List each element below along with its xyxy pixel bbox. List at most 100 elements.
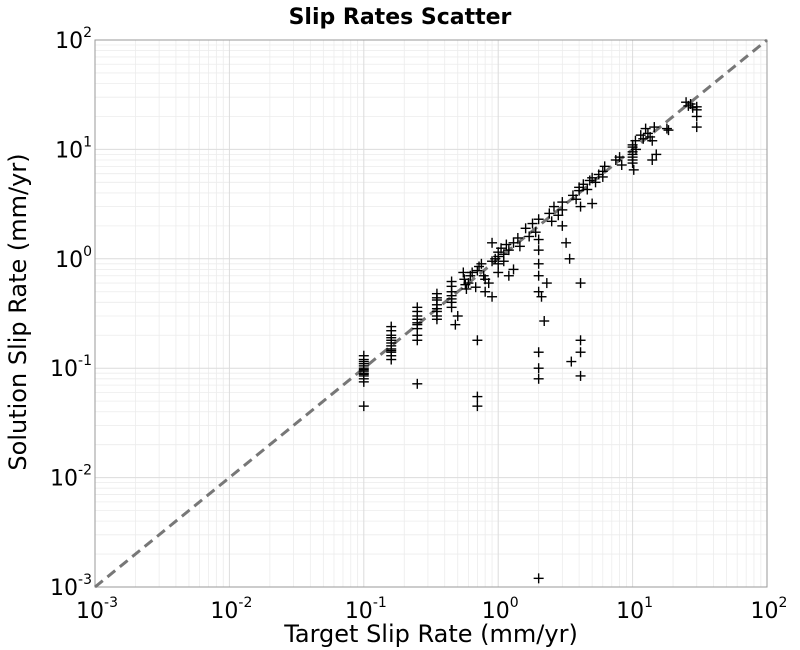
data-point bbox=[597, 171, 608, 182]
data-point bbox=[533, 258, 544, 269]
data-point bbox=[530, 227, 541, 238]
x-tick-label: 10-2 bbox=[210, 595, 252, 624]
x-tick-label: 100 bbox=[482, 595, 519, 624]
data-point bbox=[627, 158, 638, 169]
data-point bbox=[616, 160, 627, 171]
data-point bbox=[493, 258, 504, 269]
y-tick-label: 10-1 bbox=[50, 353, 92, 382]
data-point bbox=[512, 232, 523, 243]
data-point bbox=[614, 152, 625, 163]
data-point bbox=[431, 314, 442, 325]
data-point bbox=[647, 155, 658, 166]
y-tick-label: 10-3 bbox=[50, 572, 92, 601]
data-point bbox=[546, 216, 557, 227]
y-tick-label: 100 bbox=[55, 244, 92, 273]
data-point bbox=[412, 378, 423, 389]
data-point bbox=[651, 149, 662, 160]
data-point bbox=[358, 376, 369, 387]
data-point bbox=[476, 258, 487, 269]
data-point bbox=[533, 286, 544, 297]
data-point bbox=[566, 356, 577, 367]
x-axis-label: Target Slip Rate (mm/yr) bbox=[283, 620, 578, 648]
data-point bbox=[553, 210, 564, 221]
data-point bbox=[638, 133, 649, 144]
data-point bbox=[461, 283, 472, 294]
data-point bbox=[533, 373, 544, 384]
reference-line bbox=[94, 38, 768, 589]
data-point bbox=[590, 177, 601, 188]
data-point bbox=[578, 179, 589, 190]
x-tick-label: 102 bbox=[751, 595, 788, 624]
data-point bbox=[561, 237, 572, 248]
data-point bbox=[533, 270, 544, 281]
data-point bbox=[575, 335, 586, 346]
y-tick-label: 10-2 bbox=[50, 463, 92, 492]
data-point bbox=[514, 241, 525, 252]
data-point bbox=[582, 184, 593, 195]
data-point bbox=[599, 161, 610, 172]
data-points bbox=[358, 97, 702, 584]
data-point bbox=[470, 282, 481, 293]
data-point bbox=[628, 164, 639, 175]
data-point bbox=[493, 267, 504, 278]
data-point bbox=[446, 302, 457, 313]
y-tick-label: 102 bbox=[55, 25, 92, 54]
data-point bbox=[467, 267, 478, 278]
data-point bbox=[412, 335, 423, 346]
data-point bbox=[472, 391, 483, 402]
data-point bbox=[661, 123, 672, 134]
data-point bbox=[557, 220, 568, 231]
data-point bbox=[631, 144, 642, 155]
data-point bbox=[487, 237, 498, 248]
y-tick-labels: 10-3 10-2 10-1 100 101 102 bbox=[50, 25, 92, 601]
plot-frame bbox=[94, 39, 768, 588]
data-point bbox=[587, 198, 598, 209]
data-point bbox=[630, 135, 641, 146]
chart-title: Slip Rates Scatter bbox=[289, 5, 512, 30]
data-point bbox=[571, 194, 582, 205]
data-point bbox=[508, 237, 519, 248]
data-point bbox=[533, 234, 544, 245]
data-point bbox=[533, 214, 544, 225]
data-point bbox=[498, 256, 509, 267]
data-point bbox=[533, 573, 544, 584]
data-point bbox=[480, 286, 491, 297]
grid bbox=[94, 39, 768, 588]
data-point bbox=[691, 111, 702, 122]
data-point bbox=[649, 122, 660, 133]
data-point bbox=[524, 231, 535, 242]
data-point bbox=[533, 245, 544, 256]
data-point bbox=[539, 316, 550, 327]
data-point bbox=[541, 278, 552, 289]
data-point bbox=[483, 278, 494, 289]
data-point bbox=[463, 278, 474, 289]
y-axis-label: Solution Slip Rate (mm/yr) bbox=[4, 153, 32, 470]
data-point bbox=[575, 278, 586, 289]
data-point bbox=[508, 264, 519, 275]
data-point bbox=[520, 223, 531, 234]
data-point bbox=[575, 347, 586, 358]
data-point bbox=[496, 243, 507, 254]
data-point bbox=[358, 401, 369, 412]
x-tick-labels: 10-3 10-2 10-1 100 101 102 bbox=[76, 595, 787, 624]
data-point bbox=[533, 363, 544, 374]
data-point bbox=[450, 319, 461, 330]
data-point bbox=[691, 122, 702, 133]
data-point bbox=[386, 354, 397, 365]
data-point bbox=[663, 125, 674, 136]
y-tick-label: 101 bbox=[55, 134, 92, 163]
data-point bbox=[503, 270, 514, 281]
data-point bbox=[691, 101, 702, 112]
x-tick-label: 101 bbox=[616, 595, 653, 624]
data-point bbox=[501, 239, 512, 250]
data-point bbox=[544, 208, 555, 219]
x-tick-label: 10-1 bbox=[345, 595, 387, 624]
data-point bbox=[458, 267, 469, 278]
data-point bbox=[575, 370, 586, 381]
data-point bbox=[536, 291, 547, 302]
data-point bbox=[503, 245, 514, 256]
data-point bbox=[564, 253, 575, 264]
data-point bbox=[575, 201, 586, 212]
data-point bbox=[527, 218, 538, 229]
